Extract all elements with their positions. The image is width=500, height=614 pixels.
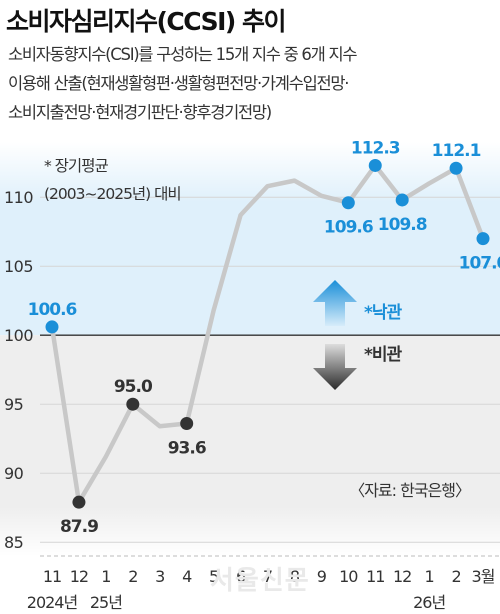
watermark: 서울신문 <box>210 566 310 596</box>
y-tick-label: 95 <box>4 395 23 414</box>
data-point <box>72 495 86 509</box>
data-label: 93.6 <box>168 439 206 459</box>
series-line <box>49 163 486 505</box>
year-label: 2024년 <box>27 593 78 612</box>
subtitle-line-3: 소비지출전망·현재경기판단·향후경기전망) <box>8 103 272 122</box>
x-tick-label: 8 <box>290 567 300 586</box>
data-label: 87.9 <box>60 517 98 537</box>
data-label: 112.3 <box>351 138 400 158</box>
optimism-label: *낙관 <box>364 303 403 323</box>
optimism-arrow-icon <box>313 280 357 326</box>
data-label: 100.6 <box>28 300 77 320</box>
x-tick-label: 10 <box>339 567 358 586</box>
data-point <box>395 193 409 207</box>
x-tick-label: 12 <box>393 567 411 586</box>
data-point <box>341 196 355 210</box>
data-point <box>180 417 194 431</box>
x-tick-label: 9 <box>317 567 327 586</box>
data-label: 109.6 <box>324 218 373 238</box>
data-label: 107.0 <box>459 254 500 274</box>
source-label: 〈자료: 한국은행〉 <box>349 481 470 500</box>
baseline-note: * 장기평균 (2003~2025년) 대비 <box>44 152 182 208</box>
data-label: 109.8 <box>378 215 427 235</box>
x-tick-label: 11 <box>43 567 61 586</box>
bottom-fade <box>0 506 500 556</box>
pessimism-label: *비관 <box>364 345 403 365</box>
year-label: 25년 <box>90 593 122 612</box>
y-tick-label: 90 <box>4 464 24 483</box>
x-tick-label: 1 <box>101 567 110 586</box>
data-point <box>449 161 463 175</box>
x-tick-label: 11 <box>366 567 384 586</box>
data-point <box>45 320 59 334</box>
subtitle-line-1: 소비자동향지수(CSI)를 구성하는 15개 지수 중 6개 지수 <box>8 45 358 64</box>
chart-subtitle: 소비자동향지수(CSI)를 구성하는 15개 지수 중 6개 지수 이용해 산출… <box>8 40 498 127</box>
year-label: 26년 <box>413 593 445 612</box>
x-tick-label: 6 <box>236 567 246 586</box>
data-label: 95.0 <box>114 377 153 397</box>
data-point <box>476 232 490 246</box>
x-tick-label: 3월 <box>472 567 495 586</box>
y-tick-label: 105 <box>4 257 33 276</box>
note-line-2: (2003~2025년) 대비 <box>44 185 182 203</box>
data-label: 112.1 <box>432 141 481 161</box>
y-tick-label: 110 <box>4 188 33 207</box>
y-tick-label: 85 <box>4 533 23 552</box>
x-tick-label: 3 <box>155 567 164 586</box>
x-tick-label: 1 <box>425 567 434 586</box>
subtitle-line-2: 이용해 산출(현재생활형편·생활형편전망·가계수입전망· <box>8 74 349 93</box>
x-tick-label: 12 <box>70 567 88 586</box>
y-tick-label: 100 <box>4 326 33 345</box>
note-line-1: * 장기평균 <box>44 157 109 175</box>
chart-title: 소비자심리지수(CCSI) 추이 <box>6 7 287 36</box>
x-tick-label: 7 <box>263 567 272 586</box>
pessimism-arrow-icon <box>313 344 357 390</box>
x-tick-label: 4 <box>182 567 192 586</box>
data-point <box>126 397 140 411</box>
x-tick-label: 2 <box>451 567 460 586</box>
data-point <box>368 158 382 172</box>
x-tick-label: 2 <box>128 567 137 586</box>
x-tick-label: 5 <box>209 567 218 586</box>
